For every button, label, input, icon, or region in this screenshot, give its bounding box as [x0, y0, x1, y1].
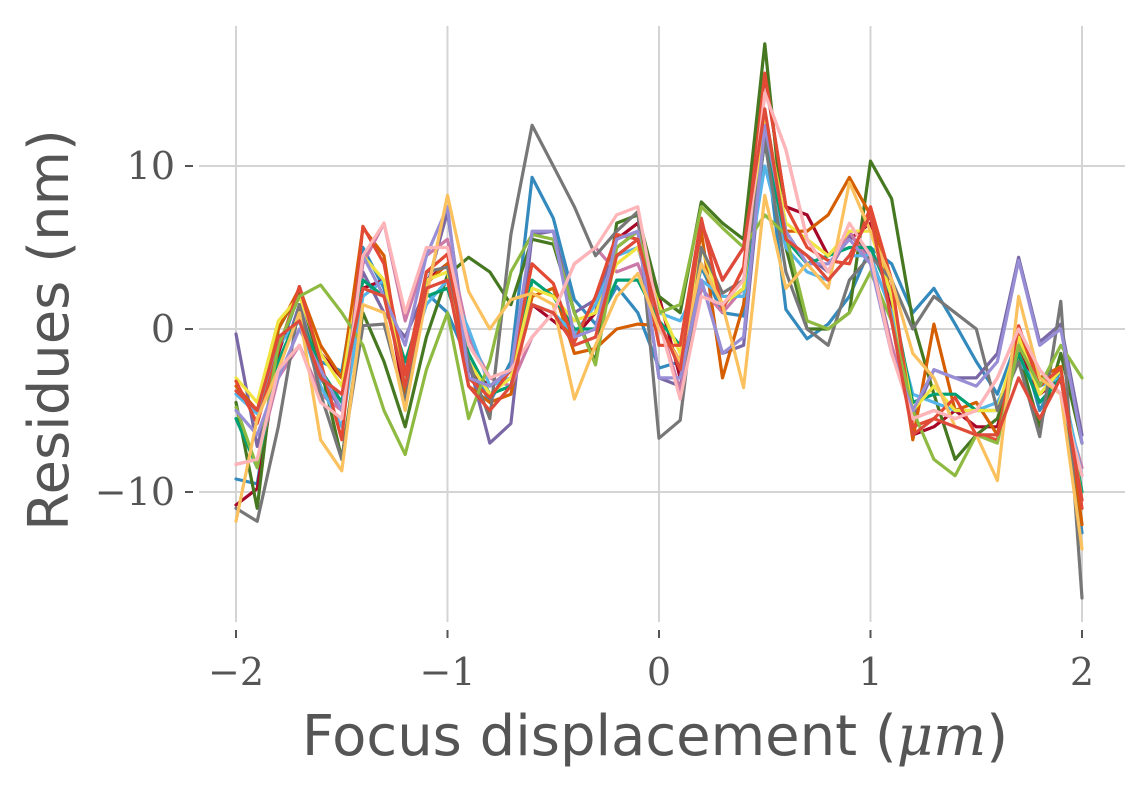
x-axis-label-unit: μm — [897, 704, 987, 769]
x-axis-label: Focus displacement (μm) — [302, 704, 1008, 769]
x-tick-label: 0 — [647, 650, 671, 694]
x-axis-label-text: Focus displacement ( — [302, 704, 897, 769]
y-axis-label: Residues (nm) — [17, 129, 82, 531]
y-tick-label: 10 — [127, 144, 175, 188]
series-line-4 — [234, 42, 1084, 510]
x-tick-label: 2 — [1070, 650, 1094, 694]
series-line-14 — [234, 180, 1084, 551]
y-tick-label: −10 — [95, 470, 175, 514]
series-lines — [234, 42, 1084, 600]
x-tick-label: 1 — [858, 650, 882, 694]
series-line-10 — [234, 123, 1084, 600]
series-line-13 — [234, 123, 1084, 445]
x-axis-label-close: ) — [986, 704, 1008, 769]
x-tick-label: −2 — [208, 650, 264, 694]
series-line-16 — [234, 107, 1084, 502]
y-tick-label: 0 — [151, 307, 175, 351]
x-tick-label: −1 — [419, 650, 475, 694]
